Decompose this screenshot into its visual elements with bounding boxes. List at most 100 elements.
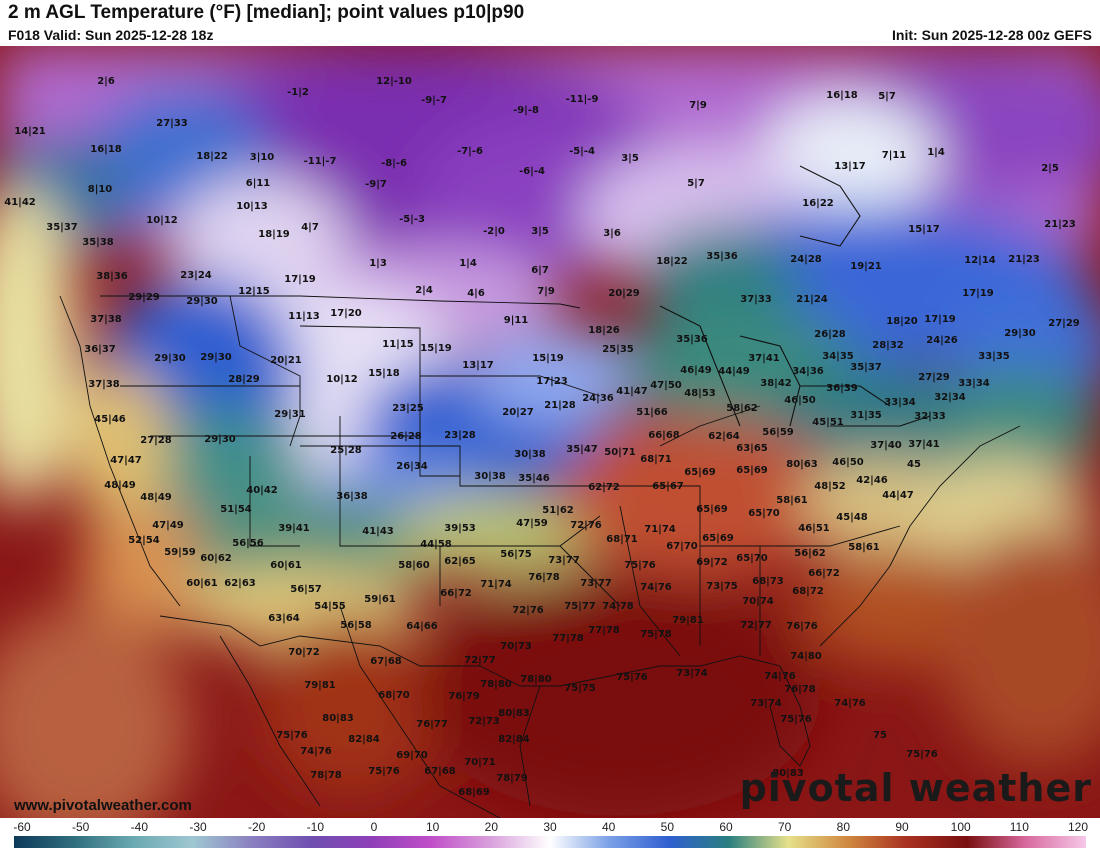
point-value: 41|42 bbox=[4, 197, 36, 208]
point-value: 73|75 bbox=[706, 581, 738, 592]
point-value: 78|78 bbox=[310, 770, 342, 781]
point-value: 75|76 bbox=[780, 714, 812, 725]
colorbar-tick: -30 bbox=[189, 820, 207, 834]
point-value: 75|76 bbox=[616, 672, 648, 683]
point-value: 37|33 bbox=[740, 294, 772, 305]
point-value: 66|68 bbox=[648, 430, 680, 441]
map-title: 2 m AGL Temperature (°F) [median]; point… bbox=[8, 2, 525, 23]
point-value: 17|23 bbox=[536, 376, 568, 387]
point-value: 65|67 bbox=[652, 481, 684, 492]
point-value: 63|65 bbox=[736, 443, 768, 454]
colorbar-tick: 90 bbox=[895, 820, 909, 834]
point-value: 35|47 bbox=[566, 444, 598, 455]
point-value: 23|28 bbox=[444, 430, 476, 441]
colorbar-tick: 10 bbox=[425, 820, 440, 834]
point-value: 74|76 bbox=[300, 746, 332, 757]
point-value: 71|74 bbox=[480, 579, 512, 590]
point-value: 21|24 bbox=[796, 294, 828, 305]
point-value: 72|73 bbox=[468, 716, 500, 727]
point-value: 46|49 bbox=[680, 365, 712, 376]
point-value: 15|17 bbox=[908, 224, 940, 235]
point-value: 18|26 bbox=[588, 325, 620, 336]
point-value: 56|58 bbox=[340, 620, 372, 631]
point-value: 80|83 bbox=[772, 768, 804, 779]
point-value: 47|47 bbox=[110, 455, 142, 466]
init-time: Init: Sun 2025-12-28 00z GEFS bbox=[892, 27, 1092, 43]
point-value: 19|21 bbox=[850, 261, 882, 272]
point-value: 35|36 bbox=[676, 334, 708, 345]
point-value: -9|-7 bbox=[421, 95, 447, 106]
point-value: 40|42 bbox=[246, 485, 278, 496]
point-value: 29|30 bbox=[186, 296, 218, 307]
point-value: 52|54 bbox=[128, 535, 160, 546]
point-value: 20|29 bbox=[608, 288, 640, 299]
point-value: 63|64 bbox=[268, 613, 300, 624]
colorbar-tick: -40 bbox=[130, 820, 148, 834]
point-value: 75|75 bbox=[564, 683, 596, 694]
point-value: 70|74 bbox=[742, 596, 774, 607]
point-value: 35|36 bbox=[706, 251, 738, 262]
point-value: 28|29 bbox=[228, 374, 260, 385]
point-value: 68|72 bbox=[792, 586, 824, 597]
point-value: 79|81 bbox=[304, 680, 336, 691]
point-value: 74|76 bbox=[640, 582, 672, 593]
point-value: 71|74 bbox=[644, 524, 676, 535]
point-value: 75|76 bbox=[368, 766, 400, 777]
temperature-map[interactable]: 2|6 -1|2 12|-10 -9|-7 -9|-8 -11|-9 7|9 16|18 5|7… bbox=[0, 46, 1100, 818]
point-value: 68|73 bbox=[752, 576, 784, 587]
point-value: 75|76 bbox=[906, 749, 938, 760]
point-value: 11|15 bbox=[382, 339, 414, 350]
point-value: 12|14 bbox=[964, 255, 996, 266]
point-value: 16|22 bbox=[802, 198, 834, 209]
point-value: 1|4 bbox=[459, 258, 477, 269]
point-value: 47|49 bbox=[152, 520, 184, 531]
point-value: 75|77 bbox=[564, 601, 596, 612]
point-value: 62|64 bbox=[708, 431, 740, 442]
point-value: 7|9 bbox=[689, 100, 707, 111]
point-value: 77|78 bbox=[588, 625, 620, 636]
colorbar-tick: 60 bbox=[719, 820, 733, 834]
point-value: 27|28 bbox=[140, 435, 172, 446]
point-value: 32|34 bbox=[934, 392, 966, 403]
point-value: 48|49 bbox=[140, 492, 172, 503]
point-value: 5|7 bbox=[687, 178, 705, 189]
point-value: 1|4 bbox=[927, 147, 945, 158]
point-value: 67|70 bbox=[666, 541, 698, 552]
point-value: 14|21 bbox=[14, 126, 46, 137]
point-value: 76|78 bbox=[784, 684, 816, 695]
point-value: 3|10 bbox=[249, 152, 275, 163]
point-value: 30|38 bbox=[474, 471, 506, 482]
website-url[interactable]: www.pivotalweather.com bbox=[14, 797, 192, 814]
point-value: 10|12 bbox=[326, 374, 358, 385]
point-value: 72|76 bbox=[570, 520, 602, 531]
point-value: 36|39 bbox=[826, 383, 858, 394]
point-value: 60|61 bbox=[186, 578, 218, 589]
point-value: -7|-6 bbox=[457, 146, 483, 157]
point-value: 37|41 bbox=[908, 439, 940, 450]
point-value: 51|54 bbox=[220, 504, 252, 515]
point-value: 76|76 bbox=[786, 621, 818, 632]
colorbar-tick: -50 bbox=[71, 820, 90, 834]
point-value: 31|35 bbox=[850, 410, 882, 421]
point-value: 4|6 bbox=[467, 288, 485, 299]
point-value: 32|33 bbox=[914, 411, 946, 422]
point-value: 17|19 bbox=[924, 314, 956, 325]
point-value: 13|17 bbox=[462, 360, 494, 371]
point-value: 41|47 bbox=[616, 386, 648, 397]
point-value: 65|69 bbox=[684, 467, 716, 478]
point-value: 24|26 bbox=[926, 335, 958, 346]
point-value: 59|61 bbox=[364, 594, 396, 605]
point-value: 29|31 bbox=[274, 409, 306, 420]
point-value: 29|30 bbox=[154, 353, 186, 364]
point-value: 29|30 bbox=[1004, 328, 1036, 339]
point-value: 12|15 bbox=[238, 286, 270, 297]
point-value: 78|80 bbox=[520, 674, 552, 685]
point-value: 35|37 bbox=[46, 222, 78, 233]
point-value: 8|10 bbox=[87, 184, 113, 195]
colorbar: -60 -50 -40 -30 -20 -10 0 10 20 30 40 50 60 70 80 90 100… bbox=[0, 818, 1100, 850]
point-value: 72|76 bbox=[512, 605, 544, 616]
point-value: 47|59 bbox=[516, 518, 548, 529]
point-value: -9|7 bbox=[365, 179, 387, 190]
point-value: 10|13 bbox=[236, 201, 268, 212]
colorbar-tick: 70 bbox=[777, 820, 792, 834]
